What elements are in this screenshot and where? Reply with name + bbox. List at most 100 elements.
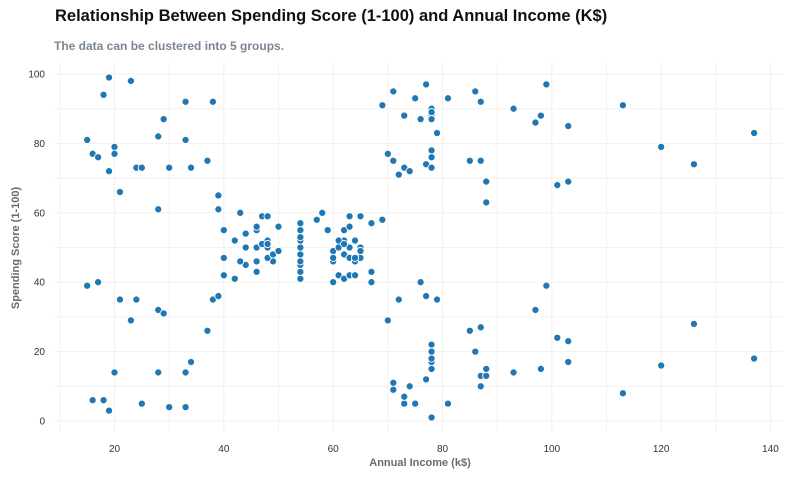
data-point [115, 187, 125, 197]
data-point [542, 281, 551, 290]
data-point [252, 267, 261, 276]
data-point [296, 219, 305, 228]
x-axis-ticks: 20 40 60 80 100 120 140 [109, 444, 779, 455]
data-point [509, 104, 518, 113]
data-point [236, 257, 245, 266]
data-point [427, 354, 436, 363]
data-point [400, 392, 409, 401]
data-point [236, 208, 245, 217]
data-point [208, 97, 217, 106]
data-point [94, 278, 103, 287]
data-point [263, 212, 272, 221]
data-point [405, 382, 414, 391]
data-point [394, 170, 403, 179]
data-point [564, 337, 573, 346]
data-point [104, 167, 114, 176]
y-tick-label: 80 [34, 139, 46, 150]
data-points [83, 73, 759, 422]
data-point [542, 80, 551, 89]
data-point [432, 128, 442, 138]
y-tick-label: 0 [39, 417, 45, 428]
data-point [323, 226, 332, 235]
data-point [465, 326, 474, 335]
chart-title: Relationship Between Spending Score (1-1… [55, 7, 608, 25]
data-point [94, 153, 103, 162]
data-point [471, 87, 480, 96]
y-tick-label: 40 [34, 278, 46, 289]
data-point [389, 156, 398, 165]
chart-subtitle: The data can be clustered into 5 groups. [54, 39, 285, 53]
data-point [296, 250, 305, 259]
data-point [400, 111, 409, 120]
data-point [427, 364, 436, 374]
data-point [536, 111, 545, 120]
data-point [443, 399, 453, 408]
data-point [383, 149, 392, 158]
data-point [241, 243, 250, 252]
data-point [99, 90, 108, 99]
data-point [252, 222, 261, 231]
data-point [230, 274, 239, 283]
data-point [689, 160, 699, 169]
data-point [416, 278, 425, 287]
data-point [274, 222, 283, 231]
x-tick-label: 100 [543, 444, 560, 455]
data-point [471, 347, 480, 356]
data-point [329, 253, 338, 262]
data-point [274, 246, 283, 256]
data-point [296, 233, 305, 242]
data-point [750, 354, 759, 363]
data-point [427, 153, 436, 162]
data-point [389, 378, 398, 387]
data-point [536, 364, 545, 374]
data-point [427, 413, 436, 422]
data-point [165, 163, 174, 172]
x-tick-label: 120 [653, 444, 670, 455]
data-point [443, 94, 453, 103]
data-point [378, 215, 387, 224]
x-tick-label: 40 [218, 444, 230, 455]
data-point [378, 101, 387, 110]
x-tick-label: 140 [762, 444, 779, 455]
data-point [432, 295, 442, 304]
data-point [126, 316, 135, 325]
data-point [296, 267, 305, 276]
data-point [83, 281, 92, 290]
data-point [214, 205, 223, 214]
data-point [553, 180, 562, 190]
data-point [132, 295, 141, 304]
data-point [427, 163, 436, 172]
data-point [618, 101, 627, 110]
data-point [427, 108, 436, 117]
data-point [159, 115, 168, 124]
data-point [296, 274, 305, 283]
data-point [422, 292, 431, 301]
data-point [564, 122, 573, 131]
data-point [427, 347, 436, 356]
data-point [252, 257, 261, 266]
data-point [104, 73, 114, 82]
data-point [181, 97, 190, 106]
data-point [422, 375, 431, 384]
data-point [345, 212, 354, 221]
y-axis-label: Spending Score (1-100) [10, 187, 22, 310]
data-point [329, 278, 338, 287]
data-point [689, 319, 699, 328]
data-point [154, 205, 163, 214]
data-point [476, 97, 485, 106]
data-point [350, 271, 360, 280]
data-point [312, 215, 321, 224]
data-point [83, 135, 92, 144]
data-point [159, 309, 168, 318]
data-point [422, 80, 431, 89]
data-point [115, 295, 125, 304]
data-point [618, 389, 627, 398]
data-point [110, 149, 119, 158]
data-point [356, 246, 365, 256]
data-point [564, 177, 573, 186]
data-point [509, 368, 518, 377]
x-tick-label: 60 [328, 444, 340, 455]
data-point [296, 257, 305, 266]
x-tick-label: 80 [437, 444, 449, 455]
